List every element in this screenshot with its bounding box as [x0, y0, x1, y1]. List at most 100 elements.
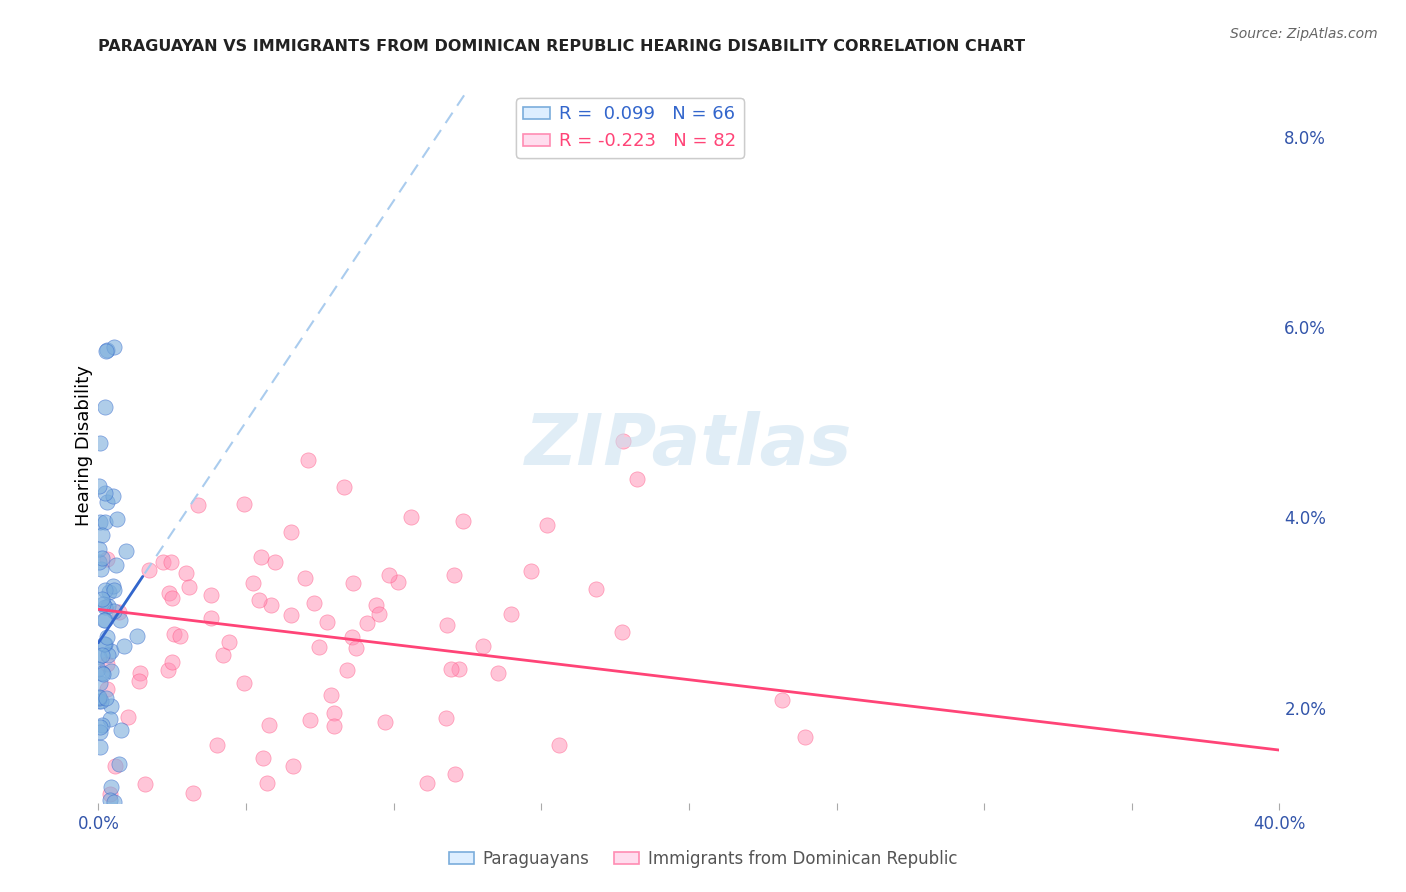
Point: [98, 787, 121, 801]
Point: [91, 648, 114, 662]
Point: [91, 666, 114, 681]
Point: [90, 562, 112, 576]
Point: [443, 766, 465, 780]
Text: Source: ZipAtlas.com: Source: ZipAtlas.com: [1230, 27, 1378, 41]
Point: [90, 694, 112, 708]
Point: [96, 343, 118, 358]
Point: [91, 812, 114, 826]
Point: [794, 730, 817, 744]
Point: [299, 713, 322, 727]
Point: [200, 611, 222, 625]
Point: [107, 512, 129, 526]
Point: [232, 497, 254, 511]
Point: [103, 582, 125, 597]
Point: [486, 666, 509, 681]
Point: [93, 637, 115, 651]
Point: [297, 453, 319, 467]
Point: [101, 489, 124, 503]
Point: [333, 480, 356, 494]
Point: [89, 690, 111, 705]
Point: [162, 655, 184, 669]
Point: [336, 663, 359, 677]
Point: [340, 631, 363, 645]
Point: [97, 585, 120, 599]
Point: [90, 814, 112, 829]
Point: [401, 509, 423, 524]
Point: [152, 554, 174, 568]
Point: [89, 676, 111, 690]
Point: [89, 719, 111, 733]
Point: [157, 586, 180, 600]
Point: [110, 723, 132, 738]
Point: [233, 676, 256, 690]
Point: [89, 515, 111, 529]
Point: [256, 776, 278, 790]
Point: [96, 551, 118, 566]
Point: [374, 715, 396, 730]
Point: [308, 640, 330, 654]
Point: [181, 787, 204, 801]
Point: [96, 805, 118, 819]
Point: [108, 757, 131, 772]
Point: [159, 555, 181, 569]
Point: [205, 738, 228, 752]
Point: [89, 555, 111, 569]
Point: [104, 558, 127, 572]
Point: [169, 629, 191, 643]
Point: [252, 750, 274, 764]
Point: [440, 662, 463, 676]
Point: [316, 615, 339, 629]
Legend: Paraguayans, Immigrants from Dominican Republic: Paraguayans, Immigrants from Dominican R…: [443, 844, 963, 875]
Point: [90, 527, 112, 541]
Point: [87, 542, 110, 557]
Point: [89, 724, 111, 739]
Point: [100, 665, 122, 679]
Point: [501, 607, 523, 622]
Point: [416, 776, 439, 790]
Point: [94, 582, 117, 597]
Point: [378, 568, 401, 582]
Point: [100, 698, 122, 713]
Point: [280, 524, 302, 539]
Point: [98, 712, 121, 726]
Legend: R =  0.099   N = 66, R = -0.223   N = 82: R = 0.099 N = 66, R = -0.223 N = 82: [516, 98, 744, 158]
Point: [323, 706, 346, 720]
Point: [585, 582, 607, 596]
Point: [93, 810, 115, 824]
Point: [90, 718, 112, 732]
Point: [87, 694, 110, 708]
Point: [451, 514, 474, 528]
Point: [96, 343, 118, 357]
Point: [103, 796, 125, 810]
Point: [129, 666, 152, 681]
Point: [100, 780, 122, 795]
Point: [87, 479, 110, 493]
Text: PARAGUAYAN VS IMMIGRANTS FROM DOMINICAN REPUBLIC HEARING DISABILITY CORRELATION : PARAGUAYAN VS IMMIGRANTS FROM DOMINICAN …: [98, 38, 1025, 54]
Point: [103, 604, 125, 618]
Point: [434, 711, 457, 725]
Point: [626, 472, 648, 486]
Point: [342, 576, 364, 591]
Point: [160, 591, 183, 606]
Point: [242, 575, 264, 590]
Point: [89, 690, 111, 704]
Point: [117, 710, 139, 724]
Point: [770, 693, 793, 707]
Point: [536, 518, 558, 533]
Point: [387, 574, 409, 589]
Point: [264, 555, 287, 569]
Point: [89, 650, 111, 665]
Point: [114, 544, 136, 558]
Point: [91, 597, 114, 611]
Point: [90, 551, 112, 566]
Point: [89, 739, 111, 754]
Point: [294, 571, 316, 585]
Point: [96, 805, 118, 820]
Y-axis label: Hearing Disability: Hearing Disability: [75, 366, 93, 526]
Point: [104, 759, 127, 773]
Point: [612, 625, 634, 640]
Point: [91, 591, 114, 606]
Point: [90, 666, 112, 681]
Point: [366, 598, 388, 612]
Point: [280, 608, 302, 623]
